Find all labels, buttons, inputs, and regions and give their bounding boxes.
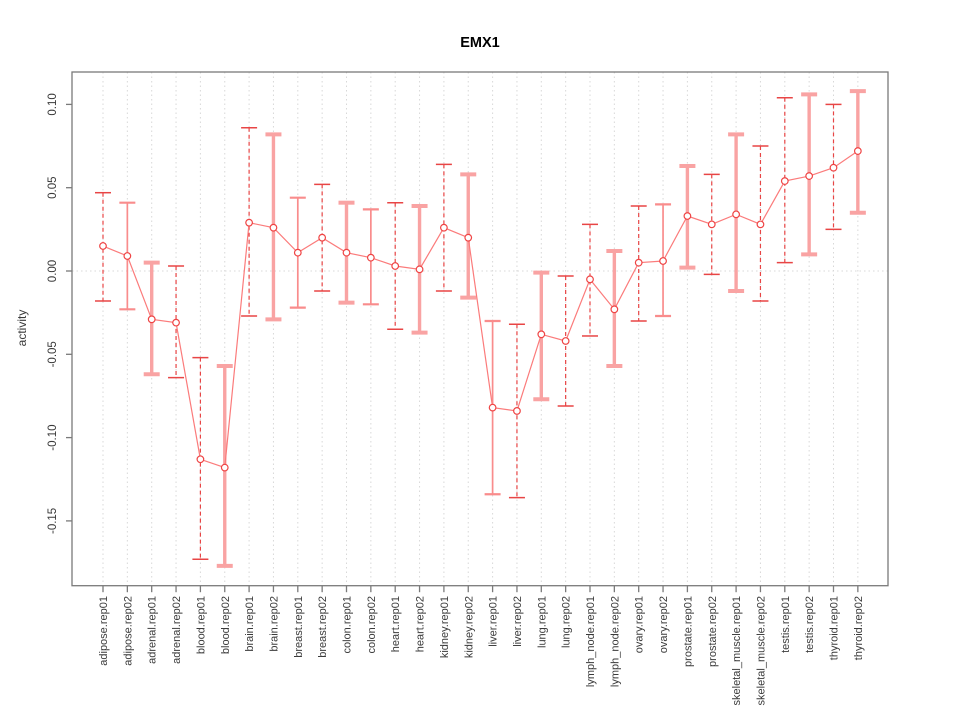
data-point-colon.rep01 [342, 248, 351, 257]
x-tick-label: adrenal.rep02 [171, 596, 183, 664]
data-point-thyroid.rep02 [853, 147, 862, 155]
y-tick-label: 0.10 [47, 93, 59, 115]
data-point-prostate.rep02 [707, 220, 716, 229]
data-point-ovary.rep02 [659, 257, 667, 265]
x-tick-label: lymph_node.rep02 [609, 596, 621, 687]
x-tick-label: adipose.rep02 [122, 596, 134, 666]
y-axis-label: activity [15, 310, 29, 347]
y-tick-label: 0.05 [47, 177, 59, 199]
x-tick-label: brain.rep01 [244, 596, 256, 652]
x-tick-label: skeletal_muscle.rep02 [755, 596, 767, 705]
x-tick-label: lung.rep01 [536, 596, 548, 648]
y-tick-label: -0.05 [47, 341, 59, 367]
data-point-colon.rep02 [366, 253, 375, 262]
data-point-ovary.rep01 [634, 258, 643, 267]
data-point-heart.rep01 [391, 262, 400, 270]
x-tick-label: adrenal.rep01 [147, 596, 159, 664]
data-point-kidney.rep01 [440, 223, 448, 232]
x-tick-label: lymph_node.rep01 [585, 596, 597, 687]
x-tick-label: breast.rep01 [293, 596, 305, 658]
x-tick-label: breast.rep02 [317, 596, 329, 658]
plot-border [71, 71, 889, 587]
x-tick-label: liver.rep02 [512, 596, 524, 647]
chart-title: EMX1 [460, 35, 500, 51]
data-point-blood.rep02 [220, 463, 229, 472]
x-tick-label: testis.rep02 [804, 596, 816, 653]
x-tick-label: ovary.rep02 [658, 596, 670, 653]
data-point-heart.rep02 [415, 265, 424, 274]
x-tick-label: thyroid.rep01 [829, 596, 841, 660]
x-tick-label: heart.rep02 [415, 596, 427, 652]
x-tick-label: skeletal_muscle.rep01 [731, 596, 743, 705]
data-point-liver.rep01 [488, 403, 497, 412]
data-point-blood.rep01 [196, 455, 205, 464]
data-point-lung.rep01 [537, 330, 546, 339]
x-tick-label: heart.rep01 [390, 596, 402, 652]
data-point-adipose.rep02 [123, 252, 132, 260]
x-tick-label: kidney.rep01 [439, 596, 451, 658]
data-point-brain.rep01 [245, 218, 254, 227]
x-tick-label: lung.rep02 [561, 596, 573, 648]
y-tick-label: -0.15 [47, 508, 59, 534]
x-tick-label: blood.rep01 [195, 596, 207, 654]
data-point-lymph_node.rep02 [610, 305, 619, 314]
x-tick-label: thyroid.rep02 [853, 596, 865, 660]
activity-series-line [102, 150, 859, 469]
data-point-adrenal.rep01 [147, 315, 156, 324]
data-point-testis.rep02 [805, 172, 814, 180]
x-tick-label: prostate.rep02 [707, 596, 719, 667]
data-point-liver.rep02 [513, 407, 521, 415]
data-point-adrenal.rep02 [172, 318, 180, 327]
data-point-thyroid.rep01 [829, 163, 838, 172]
x-tick-label: testis.rep01 [780, 596, 792, 653]
data-point-breast.rep02 [318, 233, 327, 242]
y-tick-label: 0.00 [47, 260, 59, 282]
y-tick-label: -0.10 [47, 424, 59, 450]
x-tick-label: kidney.rep02 [463, 596, 475, 658]
data-point-lung.rep02 [561, 337, 570, 345]
data-point-lymph_node.rep01 [586, 275, 594, 284]
data-point-brain.rep02 [269, 223, 278, 232]
data-point-testis.rep01 [780, 177, 789, 185]
data-point-adipose.rep01 [99, 242, 107, 250]
data-point-prostate.rep01 [683, 212, 692, 220]
x-tick-label: blood.rep02 [220, 596, 232, 654]
x-tick-label: adipose.rep01 [98, 596, 110, 666]
x-tick-label: prostate.rep01 [682, 596, 694, 667]
x-tick-label: colon.rep02 [366, 596, 378, 654]
data-point-breast.rep01 [293, 248, 302, 257]
x-tick-label: colon.rep01 [342, 596, 354, 654]
data-point-kidney.rep02 [464, 233, 473, 242]
x-tick-label: brain.rep02 [268, 596, 280, 652]
data-point-skeletal_muscle.rep01 [732, 210, 740, 219]
x-tick-label: ovary.rep01 [634, 596, 646, 653]
x-tick-label: liver.rep01 [488, 596, 500, 647]
data-point-skeletal_muscle.rep02 [756, 220, 765, 229]
